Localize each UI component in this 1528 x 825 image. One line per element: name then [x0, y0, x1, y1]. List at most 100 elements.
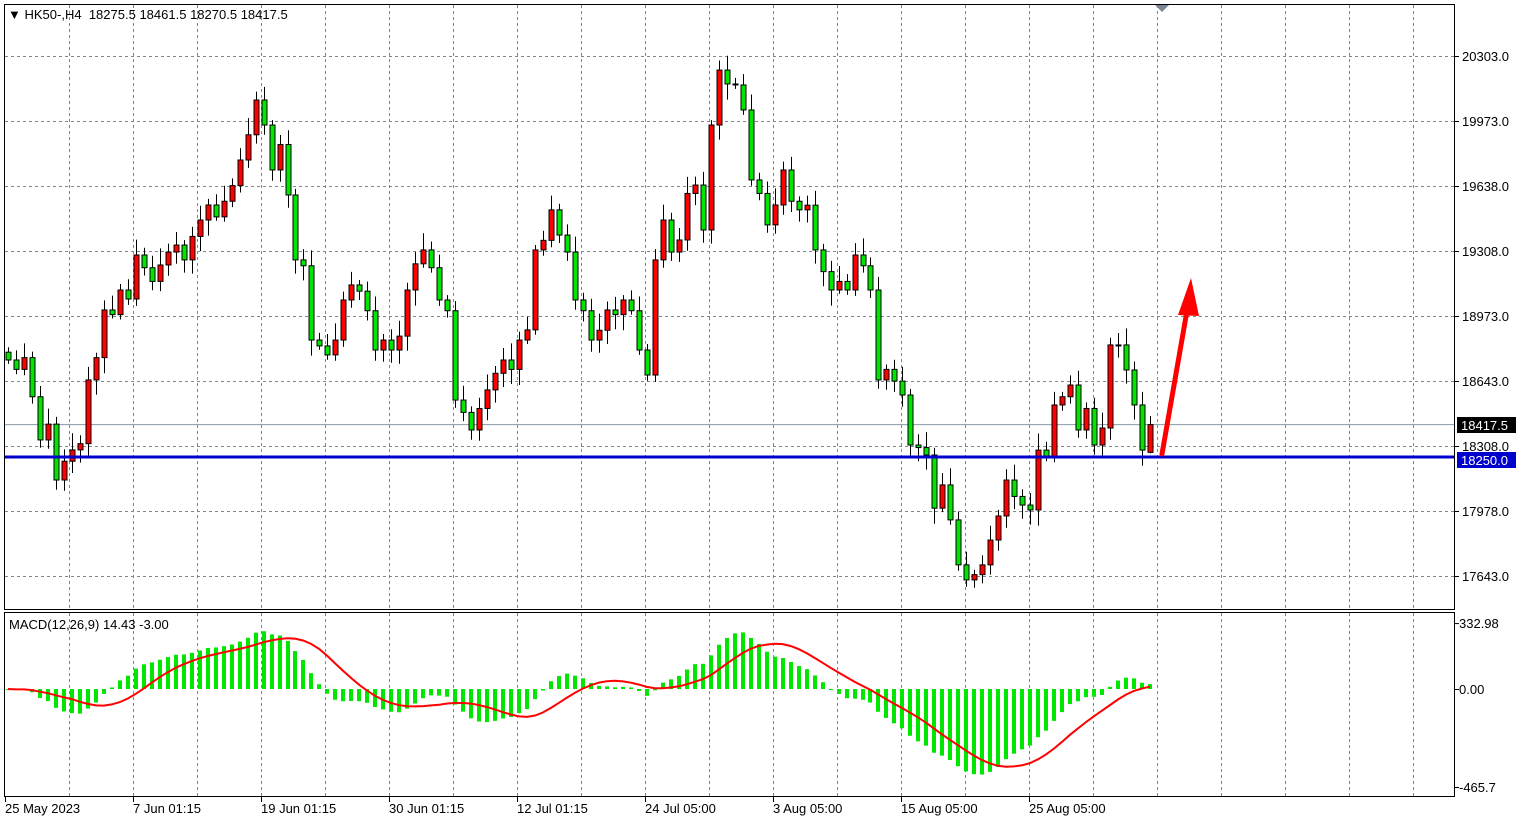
- candle-body: [971, 574, 978, 581]
- macd-label: MACD(12,26,9): [9, 617, 100, 632]
- macd-histogram-bar: [86, 689, 90, 709]
- candle: [899, 366, 906, 407]
- candle: [316, 332, 323, 350]
- candle: [109, 295, 116, 319]
- macd-histogram-bar: [773, 656, 777, 689]
- macd-histogram-bar: [629, 687, 633, 689]
- candle-body: [13, 359, 20, 370]
- macd-histogram-bar: [741, 632, 745, 689]
- candle: [356, 280, 363, 300]
- macd-histogram-bar: [701, 663, 705, 689]
- candle: [149, 255, 156, 291]
- macd-histogram-bar: [845, 689, 849, 699]
- candle-body: [1067, 384, 1074, 398]
- macd-histogram-bar: [1140, 682, 1144, 689]
- candle: [612, 296, 619, 330]
- macd-histogram-bar: [581, 678, 585, 689]
- time-axis-label: 12 Jul 01:15: [517, 801, 588, 816]
- candle: [300, 249, 307, 281]
- macd-histogram-bar: [685, 669, 689, 689]
- macd-histogram-bar: [821, 682, 825, 689]
- price-axis-label: 19308.0: [1462, 244, 1509, 259]
- candle: [1003, 469, 1010, 528]
- macd-histogram-bar: [781, 657, 785, 689]
- candle: [700, 171, 707, 243]
- low-value: 18270.5: [190, 7, 238, 22]
- macd-histogram-bar: [118, 680, 122, 689]
- candle: [37, 385, 44, 448]
- candle: [724, 55, 731, 100]
- candle-body: [764, 192, 771, 226]
- macd-panel-frame: [4, 612, 1455, 797]
- macd-histogram-bar: [837, 689, 841, 694]
- price-axis-label: 18973.0: [1462, 309, 1509, 324]
- candle-body: [867, 265, 874, 291]
- time-axis-label: 25 Aug 05:00: [1029, 801, 1106, 816]
- macd-histogram-bar: [46, 689, 50, 702]
- candle-body: [931, 454, 938, 509]
- macd-histogram-bar: [254, 632, 258, 689]
- candle-body: [460, 399, 467, 413]
- candle: [963, 551, 970, 587]
- macd-histogram-bar: [805, 669, 809, 689]
- candle-body: [45, 423, 52, 441]
- candle-body: [117, 289, 124, 316]
- time-axis-label: 25 May 2023: [5, 801, 80, 816]
- macd-histogram-bar: [222, 646, 226, 689]
- candle-body: [955, 519, 962, 566]
- candle: [157, 248, 164, 292]
- candle-body: [844, 280, 851, 291]
- macd-histogram-bar: [597, 685, 601, 689]
- candle: [1059, 391, 1066, 411]
- candle-body: [708, 124, 715, 231]
- candle: [668, 212, 675, 261]
- macd-histogram-bar: [1132, 678, 1136, 689]
- candle-body: [213, 204, 220, 218]
- macd-histogram-bar: [38, 689, 42, 698]
- candle: [684, 176, 691, 251]
- macd-histogram-bar: [1100, 689, 1104, 696]
- price-axis-label: 17643.0: [1462, 569, 1509, 584]
- macd-histogram-bar: [996, 689, 1000, 767]
- candle: [883, 364, 890, 390]
- macd-histogram-bar: [621, 686, 625, 689]
- candle-body: [380, 339, 387, 351]
- candle-body: [29, 357, 36, 398]
- macd-histogram-bar: [102, 689, 106, 694]
- candle: [221, 185, 228, 222]
- candle-body: [756, 179, 763, 194]
- candle: [13, 350, 20, 375]
- candle-body: [548, 209, 555, 241]
- candle-body: [340, 299, 347, 341]
- candle: [1067, 375, 1074, 404]
- candle: [1019, 489, 1026, 519]
- candle: [995, 509, 1002, 551]
- candle-body: [836, 280, 843, 291]
- candle-body: [85, 379, 92, 445]
- candle: [971, 569, 978, 588]
- candle: [748, 94, 755, 186]
- close-value: 18417.5: [240, 7, 288, 22]
- candle: [756, 172, 763, 201]
- candle-body: [77, 443, 84, 451]
- candle-body: [181, 244, 188, 261]
- candle-body: [644, 349, 651, 376]
- candle: [492, 366, 499, 403]
- candle: [692, 176, 699, 206]
- high-value: 18461.5: [139, 7, 187, 22]
- macd-histogram-bar: [461, 689, 465, 712]
- macd-histogram-bar: [301, 659, 305, 689]
- candle: [508, 343, 515, 385]
- candle: [636, 296, 643, 355]
- macd-histogram-bar: [94, 689, 98, 703]
- candle-body: [748, 109, 755, 181]
- candle-body: [636, 310, 643, 351]
- candle: [428, 241, 435, 273]
- candle-body: [253, 99, 260, 136]
- bid-price-tag-bg: [1457, 417, 1516, 433]
- candle: [420, 233, 427, 268]
- candle-body: [412, 263, 419, 291]
- triangle-down-icon[interactable]: ▼: [8, 7, 21, 22]
